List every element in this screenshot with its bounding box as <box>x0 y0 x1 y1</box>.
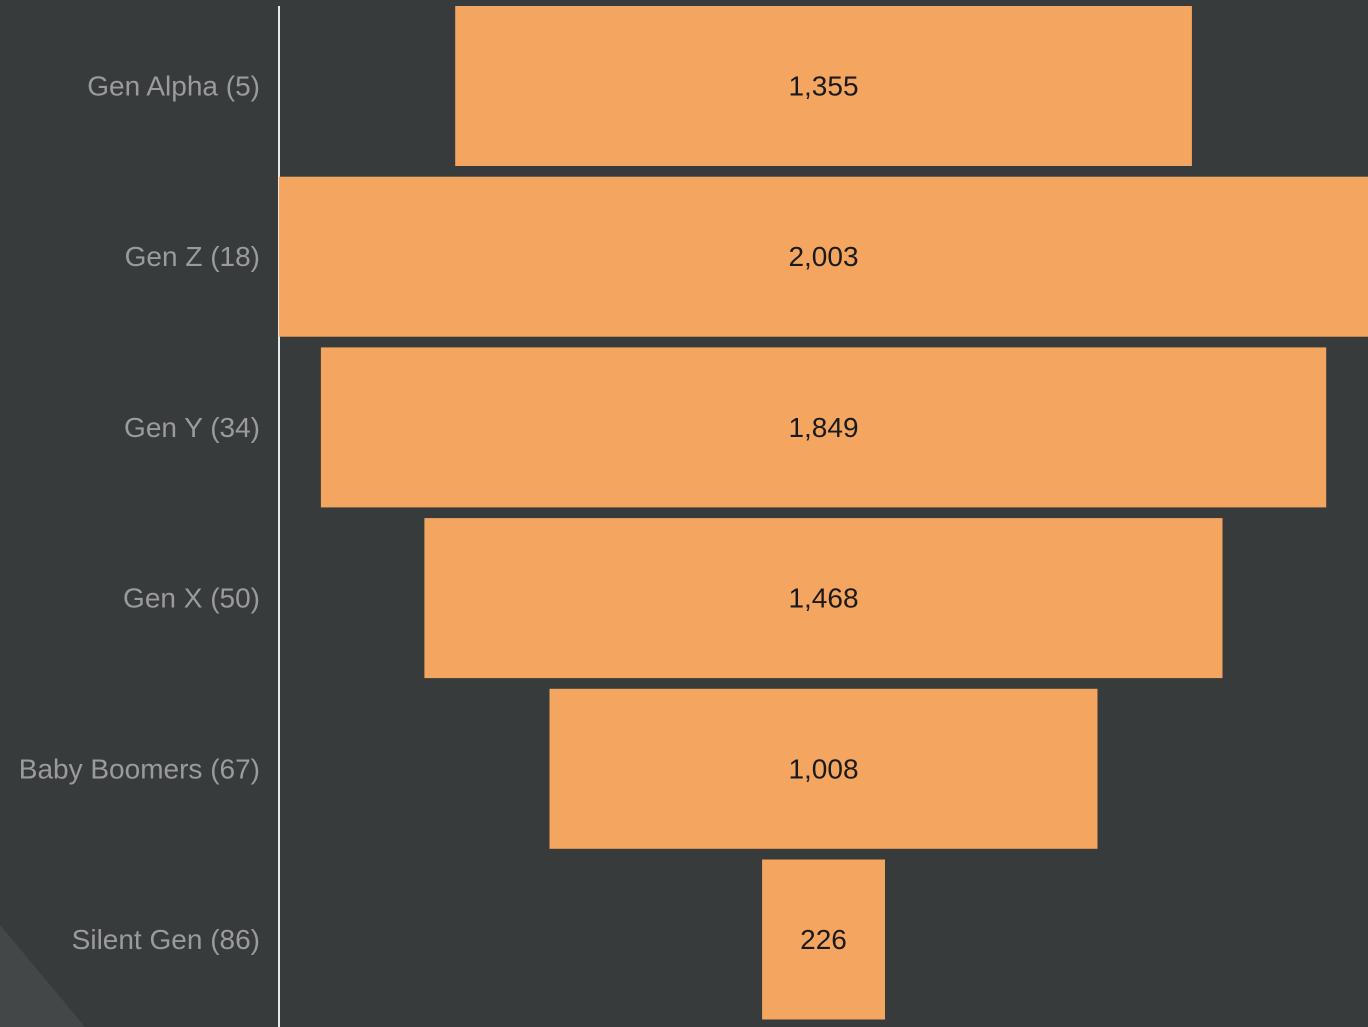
funnel-bar <box>424 518 1223 679</box>
category-label: Silent Gen (86) <box>72 924 260 955</box>
category-label: Gen Z (18) <box>125 241 260 272</box>
value-label: 1,355 <box>788 71 858 102</box>
category-label: Gen Y (34) <box>124 412 260 443</box>
category-labels-group: Gen Alpha (5) Gen Z (18) Gen Y (34) Gen X (… <box>19 71 260 956</box>
bars-group <box>279 6 1368 1020</box>
funnel-bar <box>279 176 1368 337</box>
value-label: 1,849 <box>788 412 858 443</box>
value-label: 2,003 <box>788 241 858 272</box>
value-label: 1,468 <box>788 583 858 614</box>
value-label: 226 <box>800 924 847 955</box>
category-label: Baby Boomers (67) <box>19 753 260 784</box>
category-label: Gen X (50) <box>123 583 260 614</box>
category-label: Gen Alpha (5) <box>87 71 260 102</box>
funnel-bar <box>455 6 1192 166</box>
value-label: 1,008 <box>788 753 858 784</box>
funnel-bar <box>320 347 1327 508</box>
funnel-bar <box>762 859 885 1020</box>
funnel-bar <box>549 688 1098 849</box>
value-labels-group: 1,355 2,003 1,849 1,468 1,008 226 <box>788 71 858 956</box>
decorative-corner-shape <box>0 925 85 1027</box>
